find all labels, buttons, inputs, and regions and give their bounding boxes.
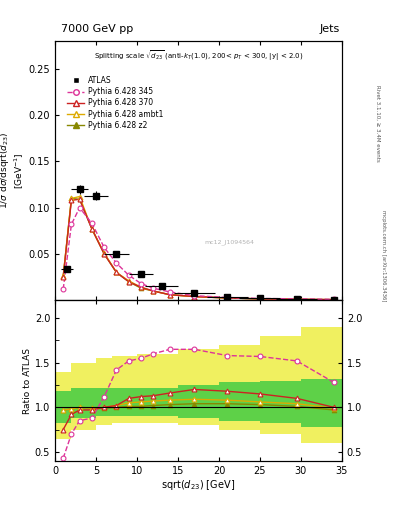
X-axis label: sqrt($d_{23}$) [GeV]: sqrt($d_{23}$) [GeV] [162,478,235,493]
Text: 7000 GeV pp: 7000 GeV pp [61,24,133,34]
Y-axis label: $1/\sigma$ d$\sigma$/dsqrt($d_{23}$)
[GeV$^{-1}$]: $1/\sigma$ d$\sigma$/dsqrt($d_{23}$) [Ge… [0,132,26,209]
Legend: ATLAS, Pythia 6.428 345, Pythia 6.428 370, Pythia 6.428 ambt1, Pythia 6.428 z2: ATLAS, Pythia 6.428 345, Pythia 6.428 37… [68,76,163,130]
Y-axis label: Ratio to ATLAS: Ratio to ATLAS [23,348,32,414]
Text: Splitting scale $\sqrt{d_{23}}$ (anti-$k_{T}$(1.0), 200< $p_{T}$ < 300, |y| < 2.: Splitting scale $\sqrt{d_{23}}$ (anti-$k… [94,49,303,63]
Text: Rivet 3.1.10, ≥ 3.4M events: Rivet 3.1.10, ≥ 3.4M events [376,84,380,161]
Text: Jets: Jets [320,24,340,34]
Text: mcplots.cern.ch [arXiv:1306.3436]: mcplots.cern.ch [arXiv:1306.3436] [381,210,386,302]
Text: mc12_J1094564: mc12_J1094564 [204,239,254,245]
